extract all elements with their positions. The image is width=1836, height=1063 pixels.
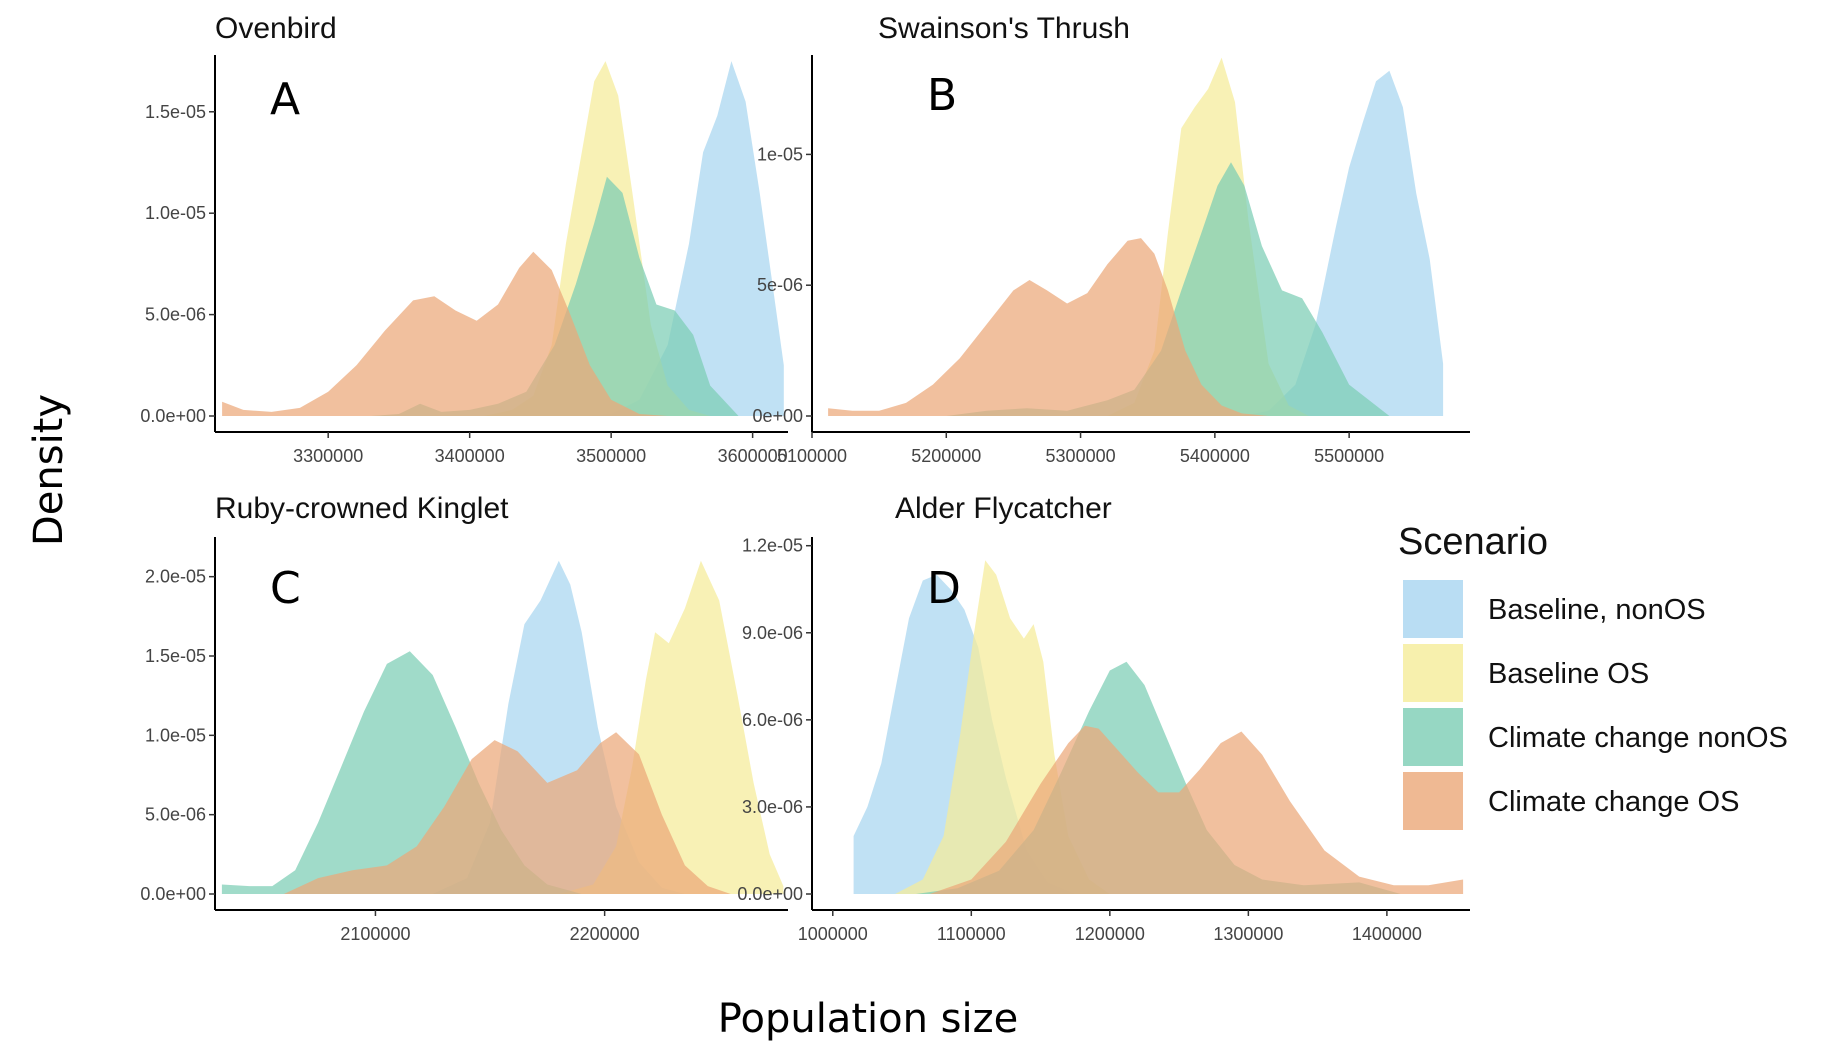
panel-a: 3300000 3400000 3500000 3600000 0.0e+00 5.0e-… <box>140 12 788 466</box>
panel-letter: B <box>927 70 957 121</box>
density-area-climate-change-os <box>222 251 668 416</box>
panel-title: Swainson's Thrush <box>878 12 1130 45</box>
panel-title: Ruby-crowned Kinglet <box>215 492 509 525</box>
panel-b: 5100000 5200000 5300000 5400000 5500000 0e+00… <box>752 12 1470 466</box>
x-tick-label: 1200000 <box>1075 924 1145 944</box>
legend-label: Climate change nonOS <box>1488 722 1788 754</box>
legend-label: Climate change OS <box>1488 786 1739 818</box>
density-area-baseline-nonos <box>582 61 784 416</box>
panel-title: Alder Flycatcher <box>895 492 1112 525</box>
legend-swatch <box>1403 708 1463 766</box>
y-tick-label: 1.2e-05 <box>742 536 803 556</box>
x-tick-label: 3400000 <box>435 446 505 466</box>
y-tick-label: 6.0e-06 <box>742 710 803 730</box>
x-tick-label: 3600000 <box>718 446 788 466</box>
y-tick-label: 0.0e+00 <box>140 884 206 904</box>
panel-letter: D <box>927 563 961 614</box>
y-tick-label: 5.0e-06 <box>145 305 206 325</box>
density-area-climate-change-os <box>828 238 1269 416</box>
density-area-climate-change-os <box>929 725 1464 894</box>
x-tick-label: 5400000 <box>1180 446 1250 466</box>
legend-swatch <box>1403 580 1463 638</box>
y-tick-label: 1.0e-05 <box>145 203 206 223</box>
y-tick-label: 0e+00 <box>752 406 803 426</box>
x-tick-label: 5200000 <box>911 446 981 466</box>
x-tick-label: 1400000 <box>1352 924 1422 944</box>
y-tick-label: 1.5e-05 <box>145 102 206 122</box>
y-tick-label: 3.0e-06 <box>742 797 803 817</box>
density-area-climate-change-nonos <box>946 162 1390 416</box>
panels: 3300000 3400000 3500000 3600000 0.0e+00 5.0e-… <box>140 12 1470 944</box>
y-tick-label: 1.0e-05 <box>145 725 206 745</box>
y-tick-label: 9.0e-06 <box>742 623 803 643</box>
x-tick-label: 1100000 <box>937 924 1006 944</box>
x-tick-label: 3300000 <box>293 446 363 466</box>
panel-d: 1000000 1100000 1200000 1300000 1400000 0.0e+… <box>737 492 1470 944</box>
x-tick-label: 2100000 <box>340 924 410 944</box>
y-tick-label: 2.0e-05 <box>145 567 206 587</box>
x-tick-label: 1000000 <box>798 924 868 944</box>
x-tick-label: 2200000 <box>570 924 640 944</box>
y-tick-label: 1.5e-05 <box>145 646 206 666</box>
panel-letter: C <box>270 563 301 614</box>
x-axis-label: Population size <box>718 996 1018 1042</box>
legend-swatch <box>1403 772 1463 830</box>
density-area-baseline-nonos <box>1241 70 1444 416</box>
y-tick-label: 0.0e+00 <box>140 406 206 426</box>
panel-letter: A <box>270 74 300 125</box>
x-tick-label: 5100000 <box>777 446 847 466</box>
legend-title: Scenario <box>1398 521 1548 563</box>
y-tick-label: 1e-05 <box>757 144 803 164</box>
legend-label: Baseline OS <box>1488 658 1649 690</box>
x-tick-label: 1300000 <box>1213 924 1283 944</box>
density-area-climate-change-os <box>283 732 731 894</box>
x-tick-label: 3500000 <box>576 446 646 466</box>
panel-c: 2100000 2200000 0.0e+00 5.0e-06 1.0e-05 1.5e-… <box>140 492 788 944</box>
y-axis-label: Density <box>26 394 72 546</box>
x-tick-label: 5300000 <box>1046 446 1116 466</box>
density-area-baseline-os <box>558 560 784 894</box>
legend-swatch <box>1403 644 1463 702</box>
legend: Scenario Baseline, nonOS Baseline OS Clima… <box>1398 521 1788 830</box>
density-area-climate-change-nonos <box>370 176 739 416</box>
y-tick-label: 5.0e-06 <box>145 805 206 825</box>
x-tick-label: 5500000 <box>1314 446 1384 466</box>
panel-title: Ovenbird <box>215 12 337 45</box>
y-tick-label: 5e-06 <box>757 275 803 295</box>
y-tick-label: 0.0e+00 <box>737 884 803 904</box>
legend-label: Baseline, nonOS <box>1488 594 1706 626</box>
